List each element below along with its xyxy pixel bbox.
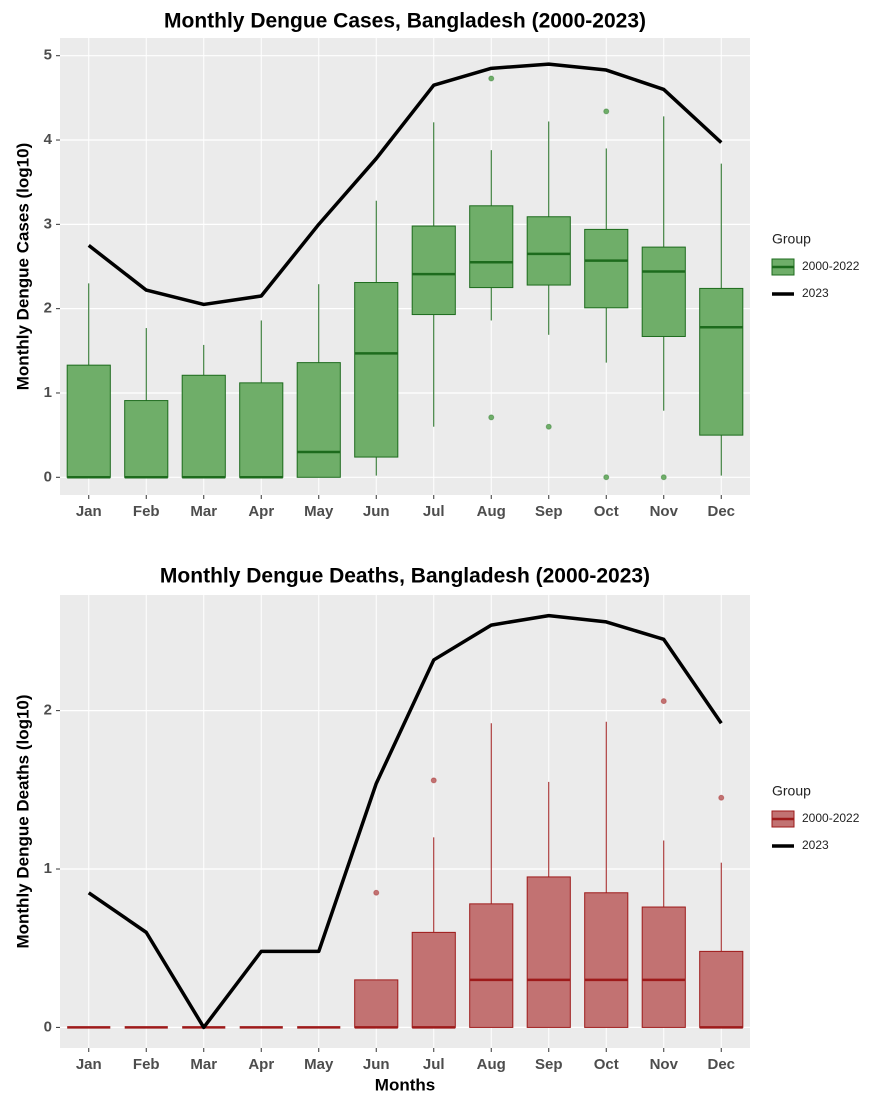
legend-label: 2000-2022 [802, 259, 860, 273]
outlier [545, 423, 552, 430]
x-tick-label: Feb [133, 503, 160, 520]
box [411, 931, 456, 1028]
x-tick-label: Aug [477, 503, 506, 520]
x-tick-label: Jul [423, 1056, 445, 1073]
chart-title: Monthly Dengue Cases, Bangladesh (2000-2… [164, 10, 646, 33]
box [699, 287, 744, 436]
x-tick-label: Nov [650, 503, 679, 520]
box [239, 382, 284, 478]
x-tick-label: Jun [363, 503, 390, 520]
plot-background [60, 595, 750, 1048]
plot-background [60, 38, 750, 495]
y-tick-label: 4 [44, 131, 53, 148]
box [469, 205, 514, 289]
box [699, 950, 744, 1028]
outlier [718, 794, 725, 801]
box [124, 400, 169, 478]
x-tick-label: Jun [363, 1056, 390, 1073]
y-tick-label: 2 [44, 300, 52, 317]
box [354, 979, 399, 1028]
x-tick-label: Oct [594, 503, 619, 520]
legend-title: Group [772, 783, 811, 799]
y-tick-label: 1 [44, 384, 52, 401]
box [66, 364, 111, 478]
chart-panel: Monthly Dengue Deaths, Bangladesh (2000-… [13, 565, 859, 1095]
x-tick-label: Jan [76, 503, 102, 520]
outlier [373, 889, 380, 896]
y-tick-label: 0 [44, 468, 52, 485]
x-tick-label: May [304, 503, 334, 520]
box [354, 282, 399, 458]
x-tick-label: Nov [650, 1056, 679, 1073]
box [584, 892, 629, 1028]
x-tick-label: May [304, 1056, 334, 1073]
y-axis-title: Monthly Dengue Cases (log10) [13, 143, 32, 390]
x-tick-label: Dec [707, 1056, 735, 1073]
y-axis-title: Monthly Dengue Deaths (log10) [13, 694, 32, 948]
y-tick-label: 3 [44, 215, 52, 232]
y-tick-label: 5 [44, 47, 52, 64]
box [526, 876, 571, 1028]
x-tick-label: Sep [535, 1056, 563, 1073]
box [296, 362, 341, 478]
legend-label: 2000-2022 [802, 811, 860, 825]
legend-label: 2023 [802, 286, 829, 300]
outlier [660, 474, 667, 481]
box [181, 374, 226, 478]
outlier [430, 777, 437, 784]
x-tick-label: Sep [535, 503, 563, 520]
box [469, 903, 514, 1028]
outlier [603, 474, 610, 481]
legend-title: Group [772, 231, 811, 247]
line-2023 [87, 62, 723, 307]
y-tick-label: 2 [44, 702, 52, 719]
chart-title: Monthly Dengue Deaths, Bangladesh (2000-… [160, 565, 650, 588]
x-tick-label: Jul [423, 503, 445, 520]
legend-label: 2023 [802, 838, 829, 852]
x-tick-label: Apr [248, 1056, 274, 1073]
outlier [488, 75, 495, 82]
x-tick-label: Jan [76, 1056, 102, 1073]
x-tick-label: Mar [190, 503, 217, 520]
outlier [660, 698, 667, 705]
outlier [488, 414, 495, 421]
x-tick-label: Dec [707, 503, 735, 520]
box [411, 225, 456, 316]
x-tick-label: Apr [248, 503, 274, 520]
box [526, 216, 571, 286]
outlier [603, 108, 610, 115]
x-tick-label: Aug [477, 1056, 506, 1073]
chart-panel: Monthly Dengue Cases, Bangladesh (2000-2… [13, 10, 859, 520]
line-2023 [87, 613, 723, 1030]
x-tick-label: Mar [190, 1056, 217, 1073]
x-axis-title: Months [375, 1075, 435, 1094]
box [584, 228, 629, 309]
box [641, 906, 686, 1028]
x-tick-label: Oct [594, 1056, 619, 1073]
y-tick-label: 1 [44, 860, 52, 877]
x-tick-label: Feb [133, 1056, 160, 1073]
box [641, 246, 686, 337]
y-tick-label: 0 [44, 1018, 52, 1035]
